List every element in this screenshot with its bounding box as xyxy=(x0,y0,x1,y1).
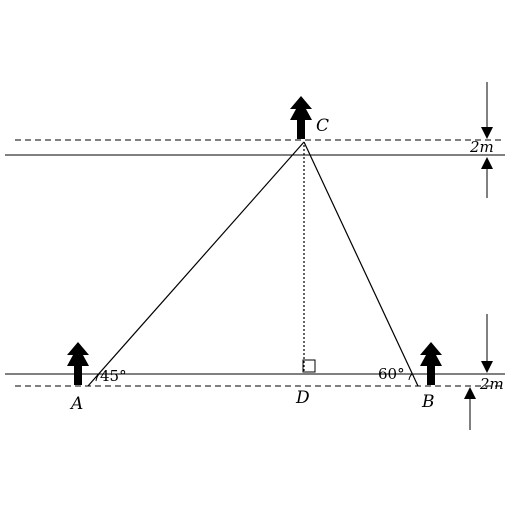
arrow-icon xyxy=(481,82,493,139)
angle-label-b: 60° xyxy=(378,365,405,383)
dimension-label-bottom: 2m xyxy=(479,375,504,393)
side-bc xyxy=(303,141,419,387)
point-label-c: C xyxy=(316,116,329,136)
right-angle-marker xyxy=(302,359,316,373)
angle-label-a: 45° xyxy=(100,367,127,385)
tree-icon xyxy=(420,342,442,385)
angle-arc-a xyxy=(95,373,100,382)
arrow-icon xyxy=(481,157,493,198)
point-label-d: D xyxy=(295,388,310,408)
point-label-a: A xyxy=(69,394,83,414)
arrow-icon xyxy=(464,387,476,430)
dimension-label-top: 2m xyxy=(469,138,494,156)
angle-arc-b xyxy=(408,373,413,381)
point-label-b: B xyxy=(421,392,435,412)
arrow-icon xyxy=(481,314,493,373)
tree-icon xyxy=(67,342,89,385)
tree-icon xyxy=(290,96,312,139)
side-ac xyxy=(87,141,305,387)
